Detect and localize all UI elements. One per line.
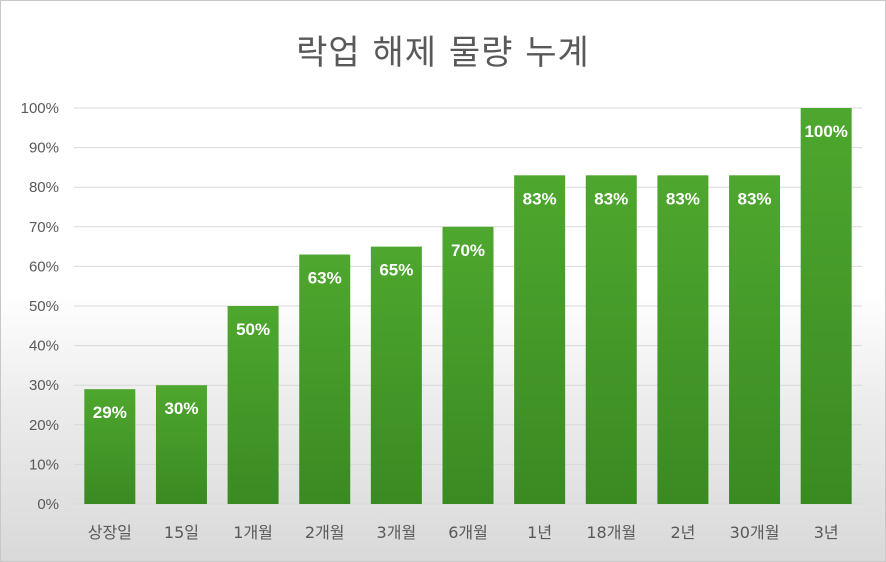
bar (299, 254, 351, 504)
y-tick-label: 100% (21, 100, 59, 117)
bar (729, 175, 781, 504)
data-label: 63% (308, 269, 342, 288)
x-tick-label: 1년 (527, 523, 552, 542)
bars (84, 108, 852, 505)
y-tick-label: 50% (29, 298, 59, 315)
x-tick-label: 30개월 (730, 523, 780, 542)
x-axis-ticks: 상장일 15일 1개월 2개월 3개월 6개월 1년 18개월 2년 30개월 3년 (88, 523, 839, 542)
x-tick-label: 3개월 (377, 523, 417, 542)
y-tick-label: 60% (29, 258, 59, 275)
y-axis-ticks: 0% 10% 20% 30% 40% 50% 60% 70% 80% 90% 100% (21, 100, 59, 513)
x-tick-label: 18개월 (586, 523, 636, 542)
data-label: 83% (594, 189, 628, 208)
y-tick-label: 90% (29, 140, 59, 157)
data-label: 83% (523, 189, 557, 208)
bar (442, 226, 494, 505)
y-tick-label: 40% (29, 338, 59, 355)
data-label: 29% (93, 403, 127, 422)
x-tick-label: 1개월 (233, 523, 273, 542)
x-tick-label: 2년 (670, 523, 695, 542)
data-label: 50% (236, 320, 270, 339)
x-tick-label: 6개월 (448, 523, 488, 542)
bar (514, 175, 566, 504)
data-label: 83% (666, 189, 700, 208)
x-tick-label: 3년 (814, 523, 839, 542)
y-tick-label: 70% (29, 219, 59, 236)
data-label: 83% (738, 189, 772, 208)
data-label: 70% (451, 241, 485, 260)
x-tick-label: 상장일 (88, 523, 132, 542)
chart-title: 락업 해제 물량 누계 (296, 33, 590, 73)
bar (585, 175, 637, 504)
bar (84, 389, 136, 504)
y-tick-label: 20% (29, 417, 59, 434)
x-tick-label: 15일 (164, 523, 199, 542)
bar (800, 108, 852, 504)
bar (657, 175, 709, 504)
data-label: 30% (164, 399, 198, 418)
y-tick-label: 10% (29, 456, 59, 473)
x-tick-label: 2개월 (305, 523, 345, 542)
y-tick-label: 0% (37, 496, 59, 513)
bar (227, 306, 279, 504)
y-tick-label: 30% (29, 377, 59, 394)
data-labels: 29% 30% 50% 63% 65% 70% 83% 83% 83% 83% 100% (93, 122, 848, 422)
y-tick-label: 80% (29, 179, 59, 196)
bar (155, 385, 207, 504)
data-label: 65% (379, 261, 413, 280)
data-label: 100% (804, 122, 847, 141)
bar (370, 246, 422, 504)
